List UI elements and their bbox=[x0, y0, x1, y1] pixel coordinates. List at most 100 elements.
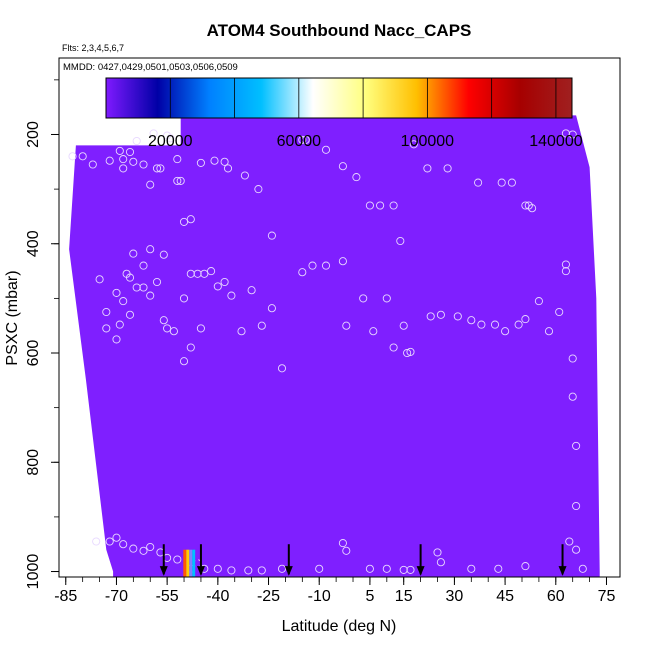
y-tick-label: 400 bbox=[25, 230, 42, 257]
bottom-markers-layer bbox=[159, 544, 567, 577]
sample-point bbox=[186, 215, 195, 224]
sample-point bbox=[156, 164, 165, 173]
sample-point bbox=[257, 321, 266, 330]
sample-point bbox=[277, 564, 287, 573]
sample-point bbox=[369, 327, 378, 336]
sample-point bbox=[240, 171, 249, 180]
sample-point bbox=[196, 158, 205, 167]
x-tick-label: 5 bbox=[365, 588, 374, 605]
sample-point bbox=[244, 566, 253, 575]
sample-point bbox=[159, 316, 168, 325]
y-tick-label: 200 bbox=[25, 121, 42, 148]
sample-point bbox=[308, 261, 317, 270]
sample-point bbox=[342, 321, 351, 330]
sample-point bbox=[382, 294, 391, 303]
y-tick-label: 1000 bbox=[25, 554, 42, 590]
colorbar-tick-label: 140000 bbox=[529, 133, 582, 150]
sample-point bbox=[146, 245, 155, 254]
sample-point bbox=[102, 307, 111, 317]
colorbar-tick-label: 100000 bbox=[401, 133, 454, 150]
x-tick-label: -10 bbox=[308, 588, 331, 605]
flight-arrow-head bbox=[416, 566, 425, 576]
sample-point bbox=[396, 236, 405, 246]
sample-point bbox=[125, 273, 135, 282]
sample-point bbox=[227, 291, 236, 300]
sample-point bbox=[227, 566, 236, 575]
x-tick-label: -25 bbox=[257, 588, 280, 605]
sample-point bbox=[521, 201, 530, 210]
sample-point bbox=[277, 364, 287, 373]
sample-point bbox=[321, 261, 331, 270]
sample-point bbox=[254, 185, 263, 194]
sample-point bbox=[159, 250, 168, 259]
sample-point bbox=[338, 257, 347, 266]
data-field-layer bbox=[69, 115, 600, 578]
sample-point bbox=[409, 140, 418, 149]
sample-point bbox=[467, 316, 476, 325]
y-tick-label: 600 bbox=[25, 340, 42, 367]
sample-point bbox=[146, 180, 155, 189]
axes-layer: -85 -70 -55 -40 -25 -10 5 15 30 45 60 75 200 400 600 80… bbox=[25, 79, 615, 605]
sample-point bbox=[490, 320, 500, 329]
flight-arrow-head bbox=[558, 566, 567, 576]
flight-arrow-head bbox=[196, 566, 205, 576]
data-field bbox=[69, 115, 600, 578]
flight-arrow-head bbox=[159, 566, 168, 576]
sample-point bbox=[179, 217, 189, 226]
sample-markers-layer bbox=[68, 129, 587, 575]
sample-point bbox=[179, 357, 189, 366]
sample-point bbox=[115, 146, 124, 155]
sample-point bbox=[352, 173, 361, 182]
dates-subtitle: MMDD: 0427,0429,0501,0503,0506,0509 bbox=[63, 62, 238, 73]
sample-point bbox=[210, 156, 219, 165]
chart-title: ATOM4 Southbound Nacc_CAPS bbox=[207, 21, 472, 40]
sample-point bbox=[132, 136, 141, 146]
sample-point bbox=[196, 324, 205, 333]
sample-point bbox=[565, 537, 574, 546]
sample-point bbox=[521, 562, 530, 571]
sample-point bbox=[112, 335, 121, 344]
sample-point bbox=[578, 564, 587, 573]
sample-point bbox=[129, 249, 138, 258]
sample-point bbox=[105, 156, 114, 165]
colorbar-bar bbox=[105, 77, 573, 119]
sample-point bbox=[220, 277, 229, 287]
sample-point bbox=[146, 542, 155, 552]
sample-point bbox=[568, 354, 577, 363]
sample-point bbox=[406, 347, 415, 356]
flight-arrow-head bbox=[284, 566, 293, 576]
sample-point bbox=[561, 260, 570, 269]
sample-point bbox=[572, 441, 581, 450]
sample-point bbox=[95, 275, 104, 284]
sample-point bbox=[173, 155, 182, 164]
sample-point bbox=[365, 201, 374, 210]
sample-point bbox=[433, 548, 442, 557]
sample-point bbox=[220, 157, 229, 166]
sample-point bbox=[338, 162, 347, 171]
x-tick-label: -70 bbox=[105, 588, 128, 605]
y-tick-label: 800 bbox=[25, 449, 42, 476]
sample-point bbox=[561, 267, 570, 276]
sample-point bbox=[186, 343, 195, 352]
sample-point bbox=[301, 135, 310, 144]
x-tick-label: -55 bbox=[156, 588, 179, 605]
sample-point bbox=[129, 544, 138, 553]
sample-point bbox=[152, 164, 162, 173]
sample-point bbox=[453, 312, 462, 321]
sample-point bbox=[125, 310, 135, 319]
sample-point bbox=[112, 533, 121, 542]
sample-point bbox=[477, 320, 486, 329]
x-tick-label: -85 bbox=[54, 588, 77, 605]
colorbar-tick-label: 60000 bbox=[277, 133, 322, 150]
sample-point bbox=[507, 178, 516, 187]
sample-point bbox=[436, 558, 445, 567]
sample-point bbox=[321, 145, 331, 154]
sample-point bbox=[179, 294, 189, 303]
sample-point bbox=[200, 269, 209, 278]
bottom-bar-segment bbox=[186, 549, 190, 577]
sample-point bbox=[474, 178, 483, 187]
sample-point bbox=[423, 164, 432, 173]
sample-point bbox=[359, 294, 368, 303]
sample-point bbox=[572, 501, 581, 511]
sample-point bbox=[257, 566, 266, 575]
